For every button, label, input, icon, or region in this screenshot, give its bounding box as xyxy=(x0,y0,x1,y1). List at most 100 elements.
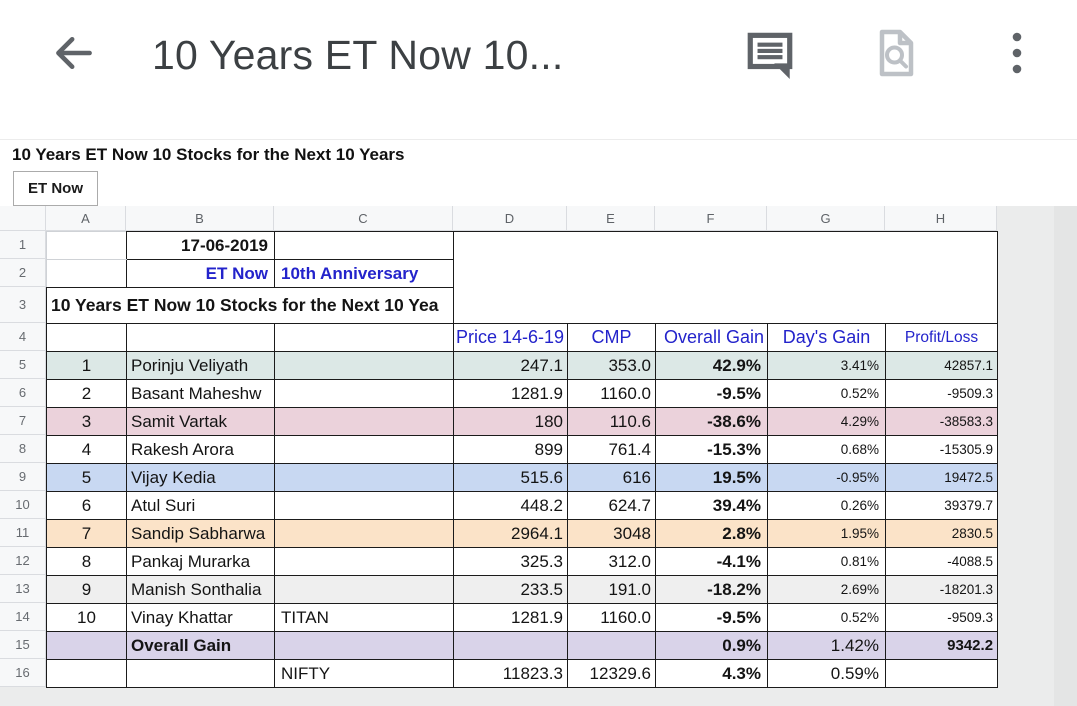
cell-G12[interactable]: 0.81% xyxy=(767,547,886,576)
cell-B8[interactable]: Rakesh Arora xyxy=(126,435,275,464)
cell-G15[interactable]: 1.42% xyxy=(767,631,886,660)
cell-C4[interactable] xyxy=(274,323,454,352)
row-header-15[interactable]: 15 xyxy=(0,631,46,659)
cell-E16[interactable]: 12329.6 xyxy=(567,659,656,688)
row-header-7[interactable]: 7 xyxy=(0,407,46,435)
select-all-corner[interactable] xyxy=(0,206,46,231)
cell-A4[interactable] xyxy=(46,323,127,352)
cell-H11[interactable]: 2830.5 xyxy=(884,519,999,548)
cell-G16[interactable]: 0.59% xyxy=(767,659,886,688)
cell-C13[interactable] xyxy=(274,575,454,604)
cell-H16[interactable] xyxy=(884,659,999,688)
cell-A7[interactable]: 3 xyxy=(46,407,127,436)
cell-A11[interactable]: 7 xyxy=(46,519,127,548)
cell-E14[interactable]: 1160.0 xyxy=(567,603,656,632)
cell-A9[interactable]: 5 xyxy=(46,463,127,492)
cell-C6[interactable] xyxy=(274,379,454,408)
column-header-E[interactable]: E xyxy=(567,206,655,231)
cell-F12[interactable]: -4.1% xyxy=(655,547,768,576)
cell-D4[interactable]: Price 14-6-19 xyxy=(453,323,568,352)
cell-C2[interactable]: 10th Anniversary xyxy=(274,259,454,288)
cell-A14[interactable]: 10 xyxy=(46,603,127,632)
cell-C16[interactable]: NIFTY xyxy=(274,659,454,688)
cell-A16[interactable] xyxy=(46,659,127,688)
cell-E12[interactable]: 312.0 xyxy=(567,547,656,576)
cell-E8[interactable]: 761.4 xyxy=(567,435,656,464)
cell-F6[interactable]: -9.5% xyxy=(655,379,768,408)
cell-G7[interactable]: 4.29% xyxy=(767,407,886,436)
cell-F15[interactable]: 0.9% xyxy=(655,631,768,660)
cell-A12[interactable]: 8 xyxy=(46,547,127,576)
cell-D10[interactable]: 448.2 xyxy=(453,491,568,520)
cell-G13[interactable]: 2.69% xyxy=(767,575,886,604)
cell-B15[interactable]: Overall Gain xyxy=(126,631,275,660)
cell-D6[interactable]: 1281.9 xyxy=(453,379,568,408)
cell-G11[interactable]: 1.95% xyxy=(767,519,886,548)
cell-H14[interactable]: -9509.3 xyxy=(884,603,999,632)
cell-H10[interactable]: 39379.7 xyxy=(884,491,999,520)
cell-H7[interactable]: -38583.3 xyxy=(884,407,999,436)
column-header-F[interactable]: F xyxy=(655,206,767,231)
cell-C10[interactable] xyxy=(274,491,454,520)
sheet-tab-et-now[interactable]: ET Now xyxy=(13,171,98,206)
cell-G8[interactable]: 0.68% xyxy=(767,435,886,464)
cell-F9[interactable]: 19.5% xyxy=(655,463,768,492)
cell-D13[interactable]: 233.5 xyxy=(453,575,568,604)
cell-C14[interactable]: TITAN xyxy=(274,603,454,632)
cell-F10[interactable]: 39.4% xyxy=(655,491,768,520)
row-header-13[interactable]: 13 xyxy=(0,575,46,603)
cell-H12[interactable]: -4088.5 xyxy=(884,547,999,576)
cell-G14[interactable]: 0.52% xyxy=(767,603,886,632)
cell-D14[interactable]: 1281.9 xyxy=(453,603,568,632)
cell-A5[interactable]: 1 xyxy=(46,351,127,380)
cell-H6[interactable]: -9509.3 xyxy=(884,379,999,408)
cell-F13[interactable]: -18.2% xyxy=(655,575,768,604)
cell-A3[interactable]: 10 Years ET Now 10 Stocks for the Next 1… xyxy=(46,287,454,324)
more-options-button[interactable] xyxy=(1009,29,1025,82)
cell-A15[interactable] xyxy=(46,631,127,660)
cell-D1-H3[interactable] xyxy=(452,231,999,324)
column-header-H[interactable]: H xyxy=(885,206,997,231)
cell-D16[interactable]: 11823.3 xyxy=(453,659,568,688)
cell-G6[interactable]: 0.52% xyxy=(767,379,886,408)
cell-G5[interactable]: 3.41% xyxy=(767,351,886,380)
cell-G4[interactable]: Day's Gain xyxy=(767,323,886,352)
cell-F5[interactable]: 42.9% xyxy=(655,351,768,380)
comments-button[interactable] xyxy=(743,26,797,85)
cell-E4[interactable]: CMP xyxy=(567,323,656,352)
row-header-2[interactable]: 2 xyxy=(0,259,46,287)
row-header-3[interactable]: 3 xyxy=(0,287,46,323)
row-header-11[interactable]: 11 xyxy=(0,519,46,547)
cell-E13[interactable]: 191.0 xyxy=(567,575,656,604)
cell-H4[interactable]: Profit/Loss xyxy=(884,323,999,352)
cell-B13[interactable]: Manish Sonthalia xyxy=(126,575,275,604)
cell-D11[interactable]: 2964.1 xyxy=(453,519,568,548)
cell-E7[interactable]: 110.6 xyxy=(567,407,656,436)
cell-F8[interactable]: -15.3% xyxy=(655,435,768,464)
cell-B16[interactable] xyxy=(126,659,275,688)
cell-B12[interactable]: Pankaj Murarka xyxy=(126,547,275,576)
scrollbar-track[interactable] xyxy=(1054,206,1077,706)
cell-C5[interactable] xyxy=(274,351,454,380)
cell-C9[interactable] xyxy=(274,463,454,492)
cell-D9[interactable]: 515.6 xyxy=(453,463,568,492)
cell-E5[interactable]: 353.0 xyxy=(567,351,656,380)
cell-B11[interactable]: Sandip Sabharwa xyxy=(126,519,275,548)
cell-E10[interactable]: 624.7 xyxy=(567,491,656,520)
row-header-10[interactable]: 10 xyxy=(0,491,46,519)
cell-D5[interactable]: 247.1 xyxy=(453,351,568,380)
cell-A6[interactable]: 2 xyxy=(46,379,127,408)
cell-B14[interactable]: Vinay Khattar xyxy=(126,603,275,632)
cell-B7[interactable]: Samit Vartak xyxy=(126,407,275,436)
cell-C8[interactable] xyxy=(274,435,454,464)
cell-B9[interactable]: Vijay Kedia xyxy=(126,463,275,492)
cell-F4[interactable]: Overall Gain xyxy=(655,323,768,352)
column-header-D[interactable]: D xyxy=(453,206,567,231)
column-header-B[interactable]: B xyxy=(126,206,274,231)
cell-F7[interactable]: -38.6% xyxy=(655,407,768,436)
cell-H5[interactable]: 42857.1 xyxy=(884,351,999,380)
cell-D15[interactable] xyxy=(453,631,568,660)
cell-B1[interactable]: 17-06-2019 xyxy=(126,231,275,260)
cell-C11[interactable] xyxy=(274,519,454,548)
cell-A13[interactable]: 9 xyxy=(46,575,127,604)
